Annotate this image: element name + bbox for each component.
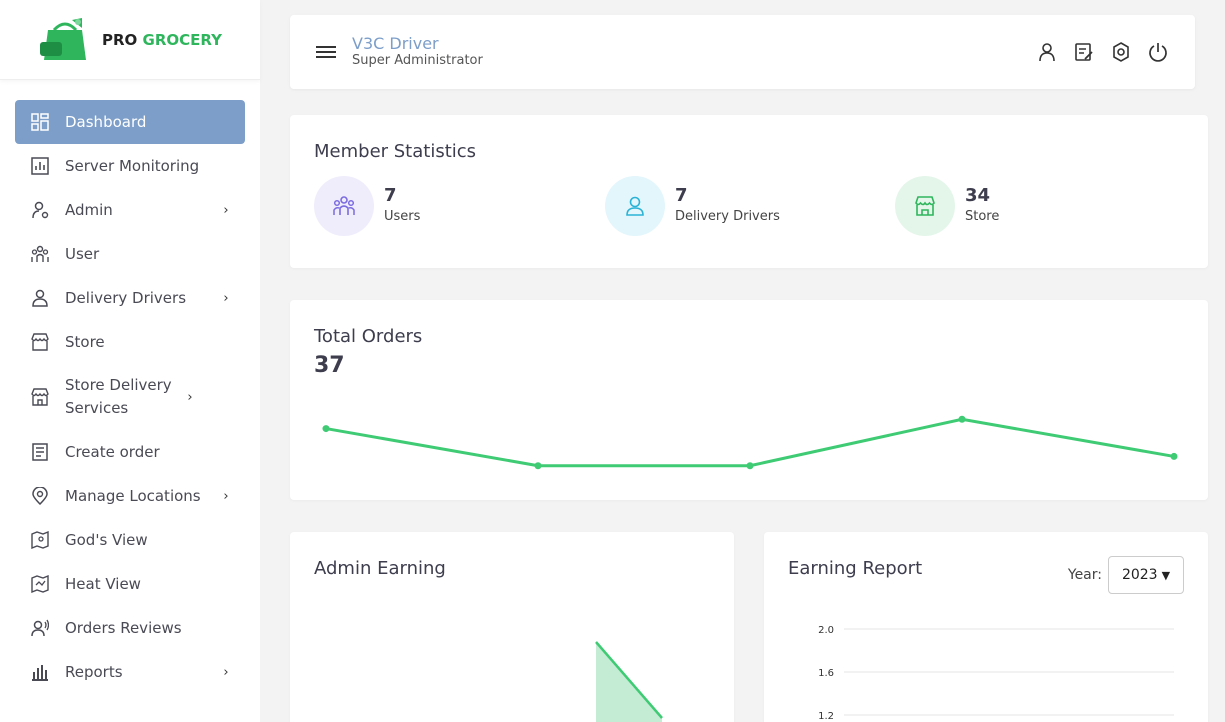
chevron-right-icon: › (223, 488, 229, 504)
reports-icon (31, 663, 49, 681)
earning-report-title: Earning Report (788, 558, 923, 579)
member-statistics-title: Member Statistics (314, 141, 477, 162)
total-orders-title: Total Orders (314, 326, 423, 347)
sidebar-item-heat-view[interactable]: Heat View (15, 562, 245, 606)
sidebar-item-label: Delivery Drivers (65, 288, 187, 307)
hamburger-menu-icon[interactable] (316, 43, 336, 61)
chevron-right-icon: › (223, 202, 229, 218)
year-filter: Year: 2023 ▼ (1068, 556, 1184, 594)
orders-data-point (1170, 452, 1178, 460)
stat-delivery-drivers: 7 Delivery Drivers (605, 176, 780, 236)
users-icon (31, 245, 49, 263)
y-tick-label: 1.6 (818, 668, 834, 679)
admin-earning-area-chart (595, 641, 663, 722)
driver-badge-icon (605, 176, 665, 236)
sidebar-item-reports[interactable]: Reports › (15, 650, 245, 694)
sidebar-item-server-monitoring[interactable]: Server Monitoring (15, 144, 245, 188)
sidebar-item-store-delivery-services[interactable]: Store Delivery Services › (15, 364, 245, 430)
sidebar-item-store[interactable]: Store (15, 320, 245, 364)
admin-earning-title: Admin Earning (314, 558, 446, 579)
sidebar-item-god-s-view[interactable]: God's View (15, 518, 245, 562)
sidebar-item-label: Dashboard (65, 112, 147, 131)
sidebar-nav: Dashboard Server Monitoring Admin › User Deli… (15, 100, 245, 694)
sidebar-item-label: Orders Reviews (65, 618, 182, 637)
member-statistics-card: Member Statistics 7 Users 7 Delivery Dri… (290, 115, 1208, 268)
chevron-down-icon: ▼ (1161, 568, 1171, 582)
sidebar-item-delivery-drivers[interactable]: Delivery Drivers › (15, 276, 245, 320)
orders-data-point (534, 462, 542, 470)
logo[interactable]: PRO GROCERY (0, 0, 260, 80)
admin-earning-card: Admin Earning (290, 532, 734, 722)
order-list-icon (31, 443, 49, 461)
heat-map-icon (31, 575, 49, 593)
y-tick-label: 1.2 (818, 711, 834, 722)
store-delivery-icon (31, 388, 49, 406)
store-front-icon (895, 176, 955, 236)
sidebar-item-create-order[interactable]: Create order (15, 430, 245, 474)
chevron-right-icon: › (187, 389, 193, 405)
sidebar-item-label: Manage Locations (65, 486, 201, 505)
chevron-right-icon: › (223, 664, 229, 680)
store-label: Store (965, 209, 1000, 224)
location-pin-icon (31, 487, 49, 505)
dashboard-icon (31, 113, 49, 131)
users-count: 7 (384, 185, 397, 206)
sidebar-item-label: Reports (65, 662, 123, 681)
power-icon[interactable] (1146, 41, 1169, 64)
sidebar-item-label: Store Delivery Services (65, 376, 172, 417)
sidebar-item-admin[interactable]: Admin › (15, 188, 245, 232)
store-icon (31, 333, 49, 351)
year-label: Year: (1067, 567, 1102, 583)
orders-data-point (958, 415, 966, 423)
settings-icon[interactable] (1109, 41, 1132, 64)
orders-data-point (322, 425, 330, 433)
bar-chart-icon (31, 157, 49, 175)
header-user-name: V3C Driver (352, 34, 439, 53)
sidebar-item-user[interactable]: User (15, 232, 245, 276)
drivers-count: 7 (675, 185, 688, 206)
sidebar-item-label: Admin (65, 200, 113, 219)
sidebar-item-label: Store (65, 332, 105, 351)
y-tick-label: 2.0 (818, 625, 834, 636)
logo-pro: PRO (102, 30, 138, 49)
admin-user-icon (31, 201, 49, 219)
edit-note-icon[interactable] (1072, 41, 1095, 64)
earning-report-chart: 2.0 1.6 1.2 (818, 625, 1174, 722)
header-user-role: Super Administrator (352, 53, 483, 68)
stat-users: 7 Users (314, 176, 420, 236)
drivers-label: Delivery Drivers (675, 209, 780, 224)
admin-earning-line (595, 641, 663, 719)
users-group-icon (314, 176, 374, 236)
sidebar-item-orders-reviews[interactable]: Orders Reviews (15, 606, 245, 650)
profile-icon[interactable] (1035, 41, 1058, 64)
sidebar-item-label: Server Monitoring (65, 156, 200, 175)
year-select[interactable]: 2023 ▼ (1108, 556, 1184, 594)
logo-text: PRO GROCERY (102, 31, 222, 49)
reviewer-icon (31, 619, 49, 637)
total-orders-card: Total Orders 37 (290, 300, 1208, 500)
orders-data-point (746, 462, 754, 470)
logo-grocery: GROCERY (142, 30, 222, 49)
orders-series-line (325, 417, 1175, 468)
sidebar-item-label: God's View (65, 530, 148, 549)
top-header: V3C Driver Super Administrator (290, 15, 1195, 89)
map-pin-icon (31, 531, 49, 549)
earning-report-card: Earning Report Year: 2023 ▼ 2.0 1.6 1.2 (764, 532, 1208, 722)
year-value: 2023 (1121, 567, 1158, 583)
total-orders-line-chart (322, 415, 1178, 470)
stat-store: 34 Store (895, 176, 999, 236)
driver-icon (31, 289, 49, 307)
sidebar-item-label: User (65, 244, 100, 263)
sidebar-item-label: Heat View (65, 574, 141, 593)
chevron-right-icon: › (223, 290, 229, 306)
store-count: 34 (965, 185, 991, 206)
grocery-bag-logo-icon (40, 17, 86, 60)
sidebar: PRO GROCERY Dashboard Server Monitoring Ad… (0, 0, 260, 722)
sidebar-item-dashboard[interactable]: Dashboard (15, 100, 245, 144)
sidebar-item-manage-locations[interactable]: Manage Locations › (15, 474, 245, 518)
sidebar-item-label: Create order (65, 442, 160, 461)
total-orders-count: 37 (314, 353, 345, 378)
users-label: Users (384, 209, 421, 224)
